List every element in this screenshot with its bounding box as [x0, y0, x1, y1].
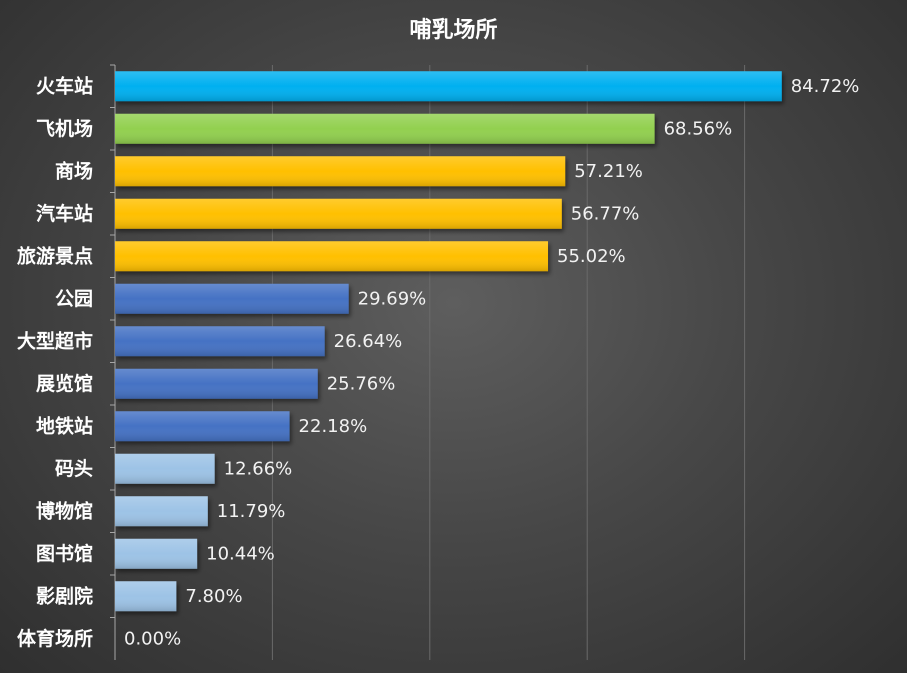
bar-shading [115, 71, 782, 102]
chart-title: 哺乳场所 [409, 18, 498, 43]
bar-shading [115, 538, 198, 569]
bar-shading [115, 326, 325, 357]
category-label: 大型超市 [17, 329, 93, 352]
bar-shading [115, 156, 566, 187]
bar-shading [115, 368, 318, 399]
value-label: 26.64% [334, 331, 403, 352]
category-label: 飞机场 [36, 118, 93, 140]
bar-shading [115, 241, 549, 272]
bar-shading [115, 496, 208, 527]
category-label: 旅游景点 [17, 244, 93, 267]
bar-shading [115, 113, 655, 144]
value-label: 57.21% [574, 161, 643, 182]
category-label: 图书馆 [36, 542, 93, 565]
bar-shading [115, 581, 177, 612]
value-label: 0.00% [124, 628, 181, 649]
value-label: 10.44% [206, 543, 275, 564]
value-label: 29.69% [358, 288, 427, 309]
category-label: 公园 [55, 288, 93, 310]
value-label: 12.66% [224, 458, 293, 479]
category-label: 火车站 [36, 74, 93, 97]
bar-shading [115, 198, 562, 229]
bar-shading [115, 411, 290, 442]
value-label: 7.80% [185, 586, 242, 607]
value-label: 22.18% [299, 416, 368, 437]
value-label: 55.02% [557, 246, 626, 267]
value-label: 84.72% [791, 76, 860, 97]
category-label: 地铁站 [36, 414, 93, 437]
value-label: 56.77% [571, 203, 640, 224]
value-label: 11.79% [217, 501, 286, 522]
category-label: 码头 [55, 458, 93, 480]
bar-shading [115, 453, 215, 484]
value-label: 68.56% [664, 118, 733, 139]
category-label: 汽车站 [36, 202, 93, 225]
category-label: 展览馆 [36, 372, 93, 395]
category-label: 博物馆 [36, 499, 93, 522]
category-label: 体育场所 [17, 627, 93, 650]
value-label: 25.76% [327, 373, 396, 394]
category-label: 影剧院 [36, 584, 93, 607]
category-label: 商场 [55, 159, 93, 182]
bar-shading [115, 283, 349, 314]
